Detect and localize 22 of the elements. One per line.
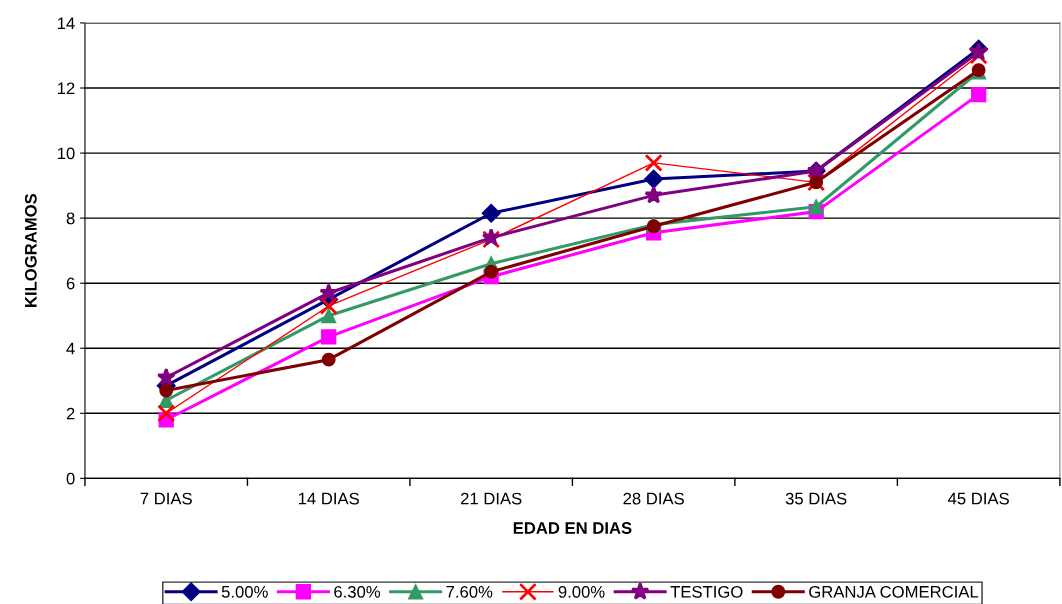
y-tick-label: 6 — [66, 277, 75, 290]
y-tick-label: 10 — [57, 147, 75, 160]
y-tick-label: 12 — [57, 82, 75, 95]
x-tick-label: 14 DIAS — [298, 492, 359, 505]
legend-label: TESTIGO — [670, 585, 743, 598]
x-tick-label: 28 DIAS — [623, 492, 684, 505]
legend-label: 9.00% — [558, 585, 605, 598]
legend-label: 5.00% — [221, 585, 268, 598]
y-tick-label: 8 — [66, 212, 75, 225]
y-axis-title: KILOGRAMOS — [24, 193, 37, 307]
legend-label: GRANJA COMERCIAL — [809, 585, 979, 598]
y-tick-label: 14 — [57, 17, 75, 29]
legend-label: 6.30% — [334, 585, 381, 598]
y-tick-label: 4 — [66, 342, 75, 355]
legend-label: 7.60% — [446, 585, 493, 598]
x-tick-label: 45 DIAS — [947, 492, 1009, 505]
x-axis-title: EDAD EN DIAS — [513, 522, 632, 534]
y-tick-label: 2 — [66, 407, 75, 420]
y-tick-label: 0 — [66, 472, 75, 485]
x-tick-label: 35 DIAS — [785, 492, 847, 505]
x-tick-label: 7 DIAS — [140, 492, 192, 505]
x-tick-label: 21 DIAS — [460, 492, 522, 505]
